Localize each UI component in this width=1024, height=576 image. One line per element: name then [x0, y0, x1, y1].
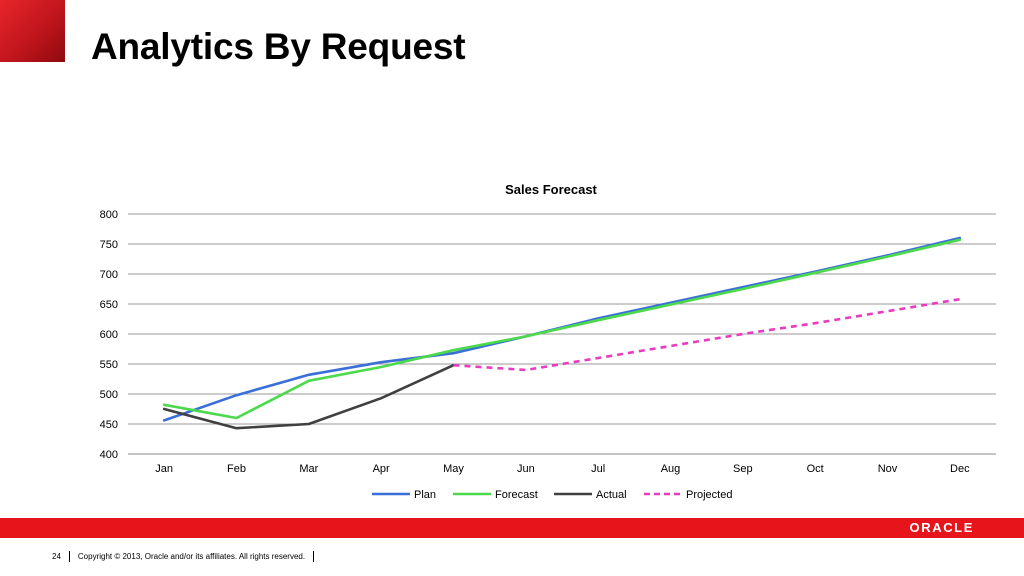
series-line-forecast	[162, 238, 962, 420]
legend-label-projected: Projected	[686, 489, 732, 501]
footer-divider	[68, 551, 70, 562]
series-line-projected	[453, 297, 961, 372]
y-tick-label: 400	[100, 449, 118, 461]
y-tick-label: 450	[100, 419, 118, 431]
footer-red-band	[0, 518, 1024, 538]
copyright-text: Copyright © 2013, Oracle and/or its affi…	[77, 552, 306, 561]
x-tick-label: Oct	[807, 463, 824, 475]
y-tick-label: 500	[100, 389, 118, 401]
x-tick-label: Feb	[227, 463, 246, 475]
page-number: 24	[52, 552, 61, 561]
x-tick-label: May	[443, 463, 464, 475]
y-tick-label: 700	[100, 269, 118, 281]
legend-label-forecast: Forecast	[495, 489, 538, 501]
y-tick-label: 750	[100, 239, 118, 251]
oracle-logo: ORACLE	[909, 520, 974, 535]
y-tick-label: 800	[100, 209, 118, 221]
x-tick-label: Mar	[299, 463, 318, 475]
footer-divider-end	[313, 551, 315, 562]
x-tick-label: Aug	[661, 463, 681, 475]
x-tick-label: Dec	[950, 463, 970, 475]
y-tick-label: 600	[100, 329, 118, 341]
slide-title: Analytics By Request	[91, 26, 466, 67]
series-line-actual	[162, 363, 455, 430]
corner-accent-block	[0, 0, 65, 62]
x-tick-label: Jan	[155, 463, 173, 475]
x-tick-label: Apr	[373, 463, 390, 475]
x-tick-label: Sep	[733, 463, 753, 475]
legend-label-actual: Actual	[596, 489, 627, 501]
y-tick-label: 550	[100, 359, 118, 371]
chart-title: Sales Forecast	[505, 182, 597, 197]
x-tick-label: Nov	[878, 463, 898, 475]
slide-footer: 24 Copyright © 2013, Oracle and/or its a…	[52, 551, 322, 562]
y-tick-label: 650	[100, 299, 118, 311]
legend-label-plan: Plan	[414, 489, 436, 501]
x-tick-label: Jul	[591, 463, 605, 475]
x-tick-label: Jun	[517, 463, 535, 475]
